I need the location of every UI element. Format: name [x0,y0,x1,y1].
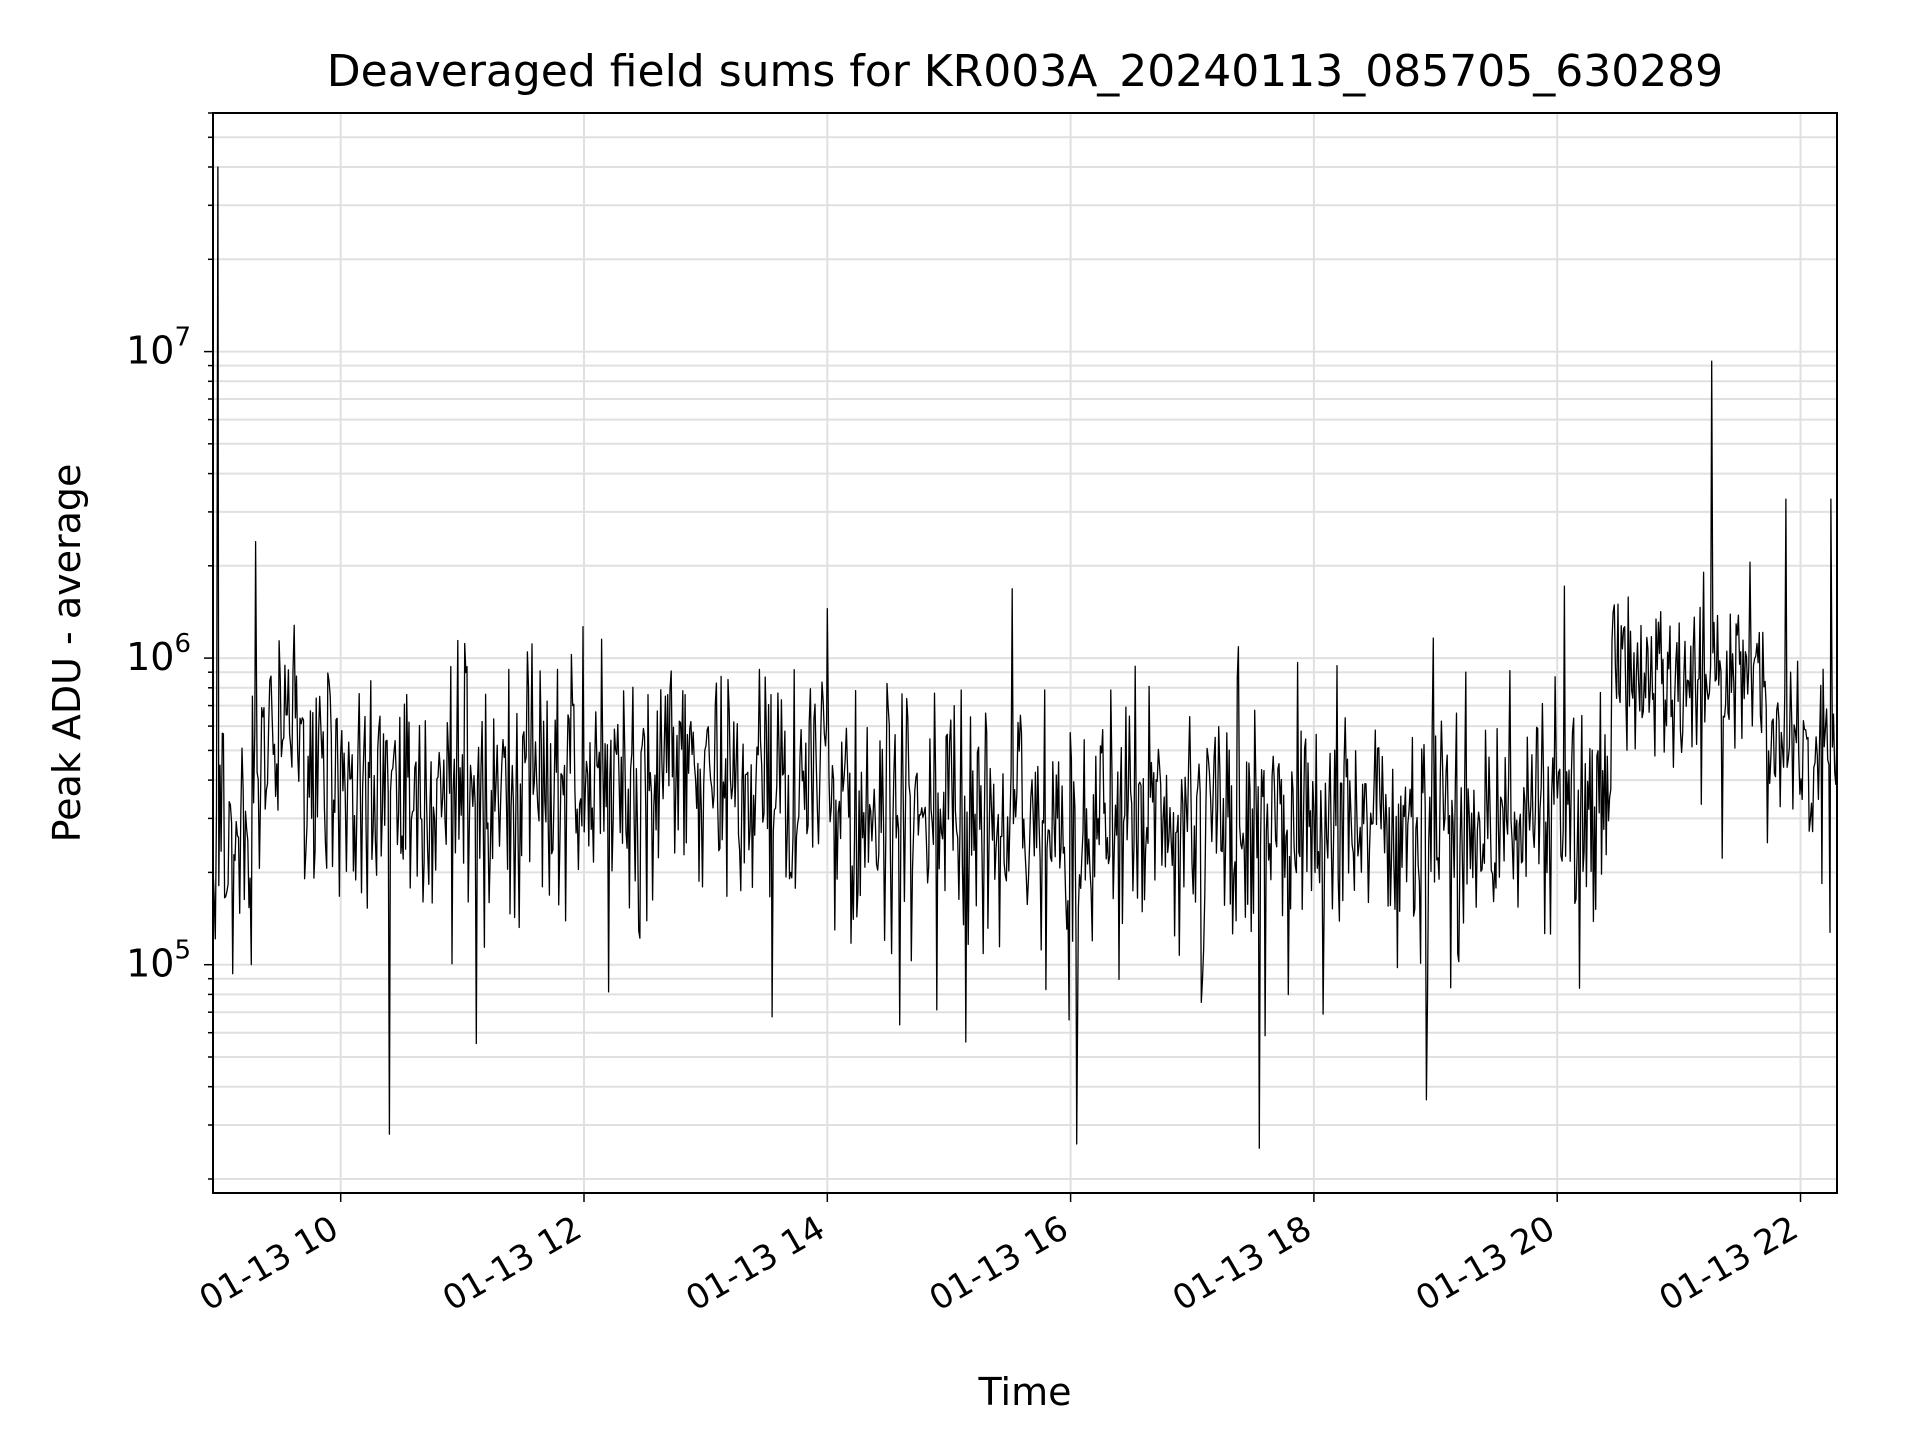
chart-title: Deaveraged field sums for KR003A_2024011… [327,46,1723,97]
y-axis-label: Peak ADU - average [45,464,89,843]
y-tick-label: 105 [126,936,191,986]
plot-frame [212,112,1838,1194]
y-tick-label: 106 [126,629,191,679]
grid [213,112,1837,1193]
data-line [212,166,1838,1149]
y-tick-label: 107 [126,323,191,373]
series-line [212,166,1838,1149]
x-axis-label: Time [978,1370,1072,1414]
